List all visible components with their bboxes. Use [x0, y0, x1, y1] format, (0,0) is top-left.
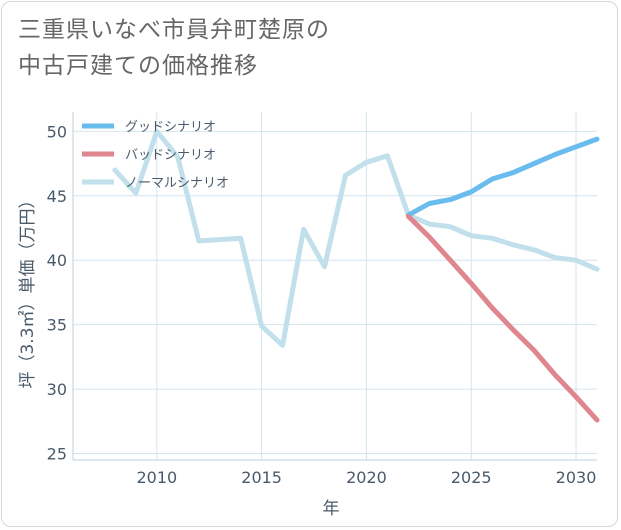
- series-line-2: [405, 213, 600, 423]
- y-tick-label: 50: [47, 122, 67, 141]
- chart-title-line1: 三重県いなべ市員弁町楚原の: [18, 17, 330, 43]
- grid: [72, 112, 597, 461]
- chart-title: 三重県いなべ市員弁町楚原の 中古戸建ての価格推移: [18, 12, 330, 84]
- x-axis-ticks: 2010 2015 2020 2025 2030: [136, 468, 596, 487]
- y-axis-label: 坪（3.3㎡）単価（万円）: [18, 191, 38, 388]
- x-tick-label: 2010: [136, 468, 177, 487]
- series-line-3: [112, 128, 600, 348]
- y-tick-label: 45: [47, 187, 67, 206]
- x-tick-label: 2025: [451, 468, 492, 487]
- plot-area: [112, 128, 600, 423]
- series-line-1: [405, 136, 600, 218]
- x-tick-label: 2015: [241, 468, 282, 487]
- chart-title-line2: 中古戸建ての価格推移: [18, 53, 258, 79]
- x-tick-label: 2030: [556, 468, 597, 487]
- y-tick-label: 35: [47, 316, 67, 335]
- y-tick-label: 25: [47, 445, 67, 464]
- legend-label-2: バッドシナリオ: [125, 148, 216, 163]
- legend-label-1: グッドシナリオ: [125, 120, 216, 135]
- x-tick-label: 2020: [346, 468, 387, 487]
- y-tick-label: 40: [47, 251, 67, 270]
- legend-label-3: ノーマルシナリオ: [125, 176, 229, 191]
- y-tick-label: 30: [47, 380, 67, 399]
- x-axis-label: 年: [323, 499, 340, 519]
- y-axis-ticks: 25 30 35 40 45 50: [47, 122, 67, 463]
